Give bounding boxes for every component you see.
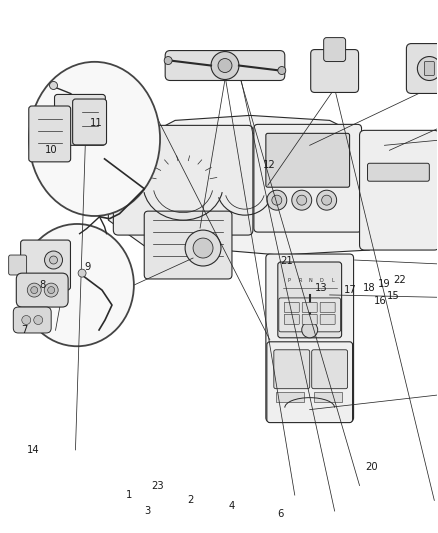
FancyBboxPatch shape (302, 314, 317, 325)
Circle shape (297, 195, 307, 205)
Circle shape (49, 82, 57, 90)
Text: 21: 21 (280, 256, 293, 266)
Text: 20: 20 (365, 463, 378, 472)
Text: 17: 17 (343, 286, 357, 295)
FancyBboxPatch shape (13, 307, 51, 333)
Text: 22: 22 (393, 275, 406, 285)
FancyBboxPatch shape (276, 392, 304, 402)
Circle shape (267, 190, 287, 210)
FancyBboxPatch shape (21, 240, 71, 290)
FancyBboxPatch shape (113, 125, 253, 235)
Text: 4: 4 (229, 500, 235, 511)
Text: 1: 1 (126, 490, 133, 500)
FancyBboxPatch shape (284, 314, 299, 325)
Text: P: P (287, 278, 290, 283)
FancyBboxPatch shape (406, 44, 438, 93)
Text: 16: 16 (374, 296, 387, 306)
Ellipse shape (20, 224, 134, 346)
Circle shape (211, 52, 239, 79)
FancyBboxPatch shape (324, 38, 346, 61)
Polygon shape (108, 116, 379, 255)
FancyBboxPatch shape (302, 302, 317, 312)
FancyBboxPatch shape (254, 124, 361, 232)
Circle shape (44, 283, 58, 297)
FancyBboxPatch shape (360, 131, 438, 250)
FancyBboxPatch shape (266, 254, 353, 422)
Text: R: R (298, 278, 301, 283)
Text: 15: 15 (387, 290, 400, 301)
Text: 11: 11 (90, 118, 103, 128)
Text: 6: 6 (277, 508, 283, 519)
Text: L: L (331, 278, 334, 283)
Circle shape (31, 287, 38, 294)
FancyBboxPatch shape (267, 342, 353, 423)
Ellipse shape (29, 62, 160, 216)
Text: 12: 12 (263, 160, 276, 171)
FancyBboxPatch shape (144, 211, 232, 279)
FancyBboxPatch shape (312, 350, 348, 389)
FancyBboxPatch shape (274, 350, 310, 389)
FancyBboxPatch shape (424, 61, 434, 76)
Circle shape (272, 195, 282, 205)
FancyBboxPatch shape (367, 163, 429, 181)
FancyBboxPatch shape (314, 392, 342, 402)
FancyBboxPatch shape (278, 262, 342, 338)
FancyBboxPatch shape (266, 133, 350, 187)
Text: 2: 2 (187, 495, 194, 505)
FancyBboxPatch shape (311, 50, 359, 92)
Circle shape (317, 190, 337, 210)
Circle shape (218, 59, 232, 72)
Text: 7: 7 (21, 325, 28, 335)
FancyBboxPatch shape (29, 106, 71, 162)
Circle shape (27, 283, 41, 297)
Circle shape (278, 67, 286, 75)
FancyBboxPatch shape (54, 94, 106, 146)
Circle shape (34, 316, 43, 325)
Text: 23: 23 (152, 481, 164, 490)
FancyBboxPatch shape (284, 302, 299, 312)
Text: D: D (320, 278, 324, 283)
Text: 3: 3 (144, 506, 150, 516)
FancyBboxPatch shape (320, 314, 335, 325)
Circle shape (193, 238, 213, 258)
Circle shape (48, 287, 55, 294)
Text: 9: 9 (85, 262, 91, 271)
Circle shape (49, 256, 57, 264)
Circle shape (45, 251, 63, 269)
Circle shape (185, 230, 221, 266)
Circle shape (78, 269, 86, 277)
Text: 10: 10 (45, 144, 57, 155)
Circle shape (321, 195, 332, 205)
Text: N: N (309, 278, 313, 283)
Text: 8: 8 (39, 280, 45, 290)
Text: 19: 19 (378, 279, 390, 289)
Circle shape (164, 56, 172, 64)
FancyBboxPatch shape (9, 255, 27, 275)
Circle shape (302, 322, 318, 338)
Text: 13: 13 (315, 283, 328, 293)
Circle shape (22, 316, 31, 325)
FancyBboxPatch shape (165, 51, 285, 80)
FancyBboxPatch shape (279, 298, 341, 332)
Circle shape (417, 56, 438, 80)
FancyBboxPatch shape (320, 302, 335, 312)
FancyBboxPatch shape (73, 99, 106, 145)
FancyBboxPatch shape (16, 273, 68, 307)
Text: 14: 14 (27, 445, 40, 455)
Circle shape (292, 190, 312, 210)
Text: 18: 18 (363, 283, 375, 293)
